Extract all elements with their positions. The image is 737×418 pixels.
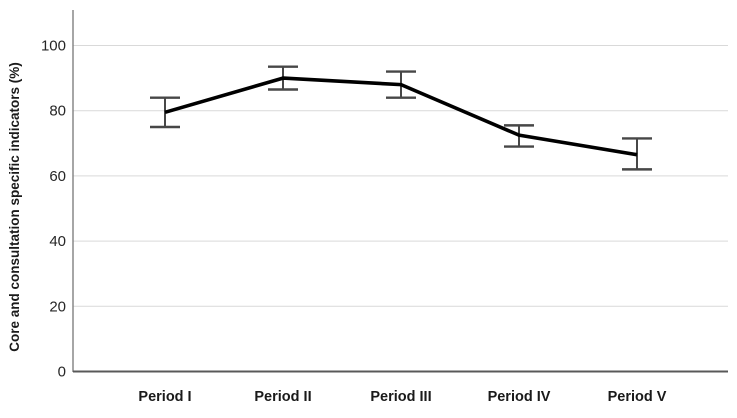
data-line <box>164 76 638 157</box>
x-category-label: Period V <box>608 389 667 405</box>
x-category-label: Period III <box>370 389 431 405</box>
error-bars <box>150 65 652 171</box>
y-tick-label: 20 <box>49 298 66 315</box>
y-tick-labels: 0 20 40 60 80 100 <box>41 38 66 381</box>
x-category-label: Period I <box>138 389 191 405</box>
gridlines <box>73 45 728 307</box>
x-category-label: Period IV <box>488 389 551 405</box>
y-tick-label: 40 <box>49 233 66 250</box>
y-axis-title: Core and consultation specific indicator… <box>7 62 22 352</box>
x-category-labels: Period I Period II Period III Period IV Peri… <box>138 389 666 405</box>
y-tick-label: 100 <box>41 38 66 55</box>
x-category-label: Period II <box>254 389 311 405</box>
y-tick-label: 0 <box>58 364 66 381</box>
y-tick-label: 60 <box>49 168 66 185</box>
y-tick-label: 80 <box>49 103 66 120</box>
